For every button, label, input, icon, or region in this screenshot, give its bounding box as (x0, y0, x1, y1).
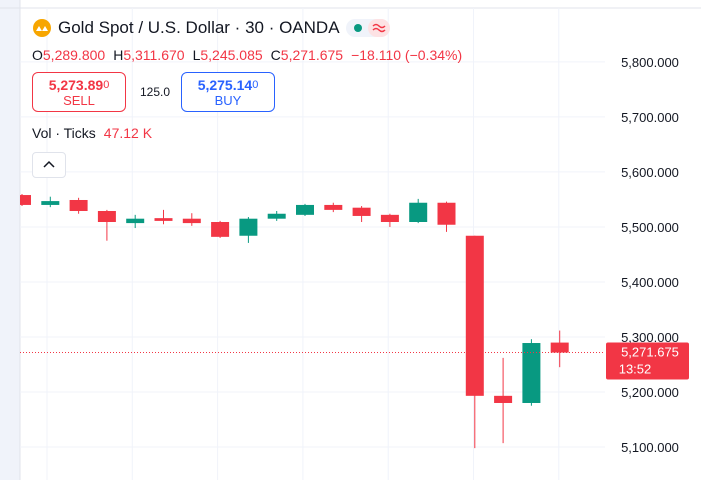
vertical-grid (46, 8, 560, 480)
candle-body (182, 218, 201, 224)
sell-button[interactable]: 5,273.890 SELL (32, 72, 126, 112)
chevron-icon (43, 160, 55, 168)
y-tick-label: 5,400.000 (621, 275, 679, 290)
symbol-title: Gold Spot / U.S. Dollar · 30 · OANDA (58, 18, 340, 37)
ohlc-key: H (113, 47, 124, 63)
candle-body (352, 207, 371, 216)
candle-body (296, 204, 314, 215)
ohlc-key: L (192, 47, 201, 63)
status-badges (345, 19, 390, 37)
candle-body (126, 218, 145, 224)
candle-body (20, 195, 31, 205)
buy-pip: 0 (252, 79, 259, 91)
y-tick-label: 5,600.000 (621, 165, 679, 180)
volume-row: Vol · Ticks 47.12 K (32, 125, 152, 141)
volume-label: Vol · Ticks (32, 125, 96, 141)
candle-body (550, 342, 569, 353)
candles (20, 193, 605, 449)
ohlc-item: O5,289.800 (32, 47, 105, 63)
ohlc-item: L5,245.085 (193, 47, 263, 63)
symbol-icon (33, 19, 51, 37)
left-toolbar (0, 0, 20, 480)
candle-body (494, 395, 513, 403)
sell-label: SELL (63, 93, 95, 108)
candle-body (324, 204, 343, 210)
change: −18.110 (−0.34%) (351, 47, 463, 63)
collapse-button[interactable] (32, 152, 66, 178)
ohlc-value: 5,289.800 (42, 47, 106, 63)
candle-body (465, 235, 484, 396)
y-tick-label: 5,800.000 (621, 55, 679, 70)
candle-body (380, 214, 399, 222)
ohlc-key: O (32, 47, 43, 63)
horizontal-grid (20, 61, 605, 448)
buy-button[interactable]: 5,275.140 BUY (181, 72, 275, 112)
y-tick-label: 5,100.000 (621, 440, 679, 455)
candle-body (97, 210, 116, 222)
candle-body (154, 218, 173, 221)
ohlc-value: 5,245.085 (200, 47, 263, 63)
y-tick-label: 5,200.000 (621, 385, 679, 400)
buy-price: 5,275.14 (197, 77, 253, 93)
spread: 125.0 (140, 85, 171, 99)
ohlc-value: 5,311.670 (123, 47, 185, 63)
last-price-tag (606, 342, 689, 380)
sell-pip: 0 (103, 79, 110, 91)
ohlc-item: C5,271.675 (271, 47, 343, 63)
candle-body (239, 218, 258, 236)
ohlc-key: C (270, 47, 281, 63)
countdown: 13:52 (619, 362, 652, 377)
price-axis: 5,100.000 5,200.000 5,300.000 5,400.000 5,50… (606, 55, 689, 455)
candle-body (409, 202, 428, 222)
candle-body (267, 213, 286, 219)
symbol-title-row: Gold Spot / U.S. Dollar · 30 · OANDA (32, 18, 390, 38)
candle-body (211, 221, 230, 237)
buy-label: BUY (214, 93, 242, 108)
ohlc-row: O5,289.800 H5,311.670 L5,245.085 C5,271.675… (32, 47, 462, 63)
y-tick-label: 5,300.000 (621, 330, 679, 345)
sell-price: 5,273.89 (48, 77, 104, 93)
y-tick-label: 5,700.000 (621, 110, 679, 125)
ohlc-value: 5,271.675 (280, 47, 344, 63)
candle-body (437, 202, 456, 225)
ohlc-item: H5,311.670 (113, 47, 184, 63)
candle-body (522, 343, 541, 403)
candle-body (41, 201, 60, 205)
candle-body (69, 199, 88, 211)
y-tick-label: 5,500.000 (621, 220, 679, 235)
volume-value: 47.12 K (103, 125, 153, 141)
last-price-label: 5,271.675 (621, 345, 679, 360)
